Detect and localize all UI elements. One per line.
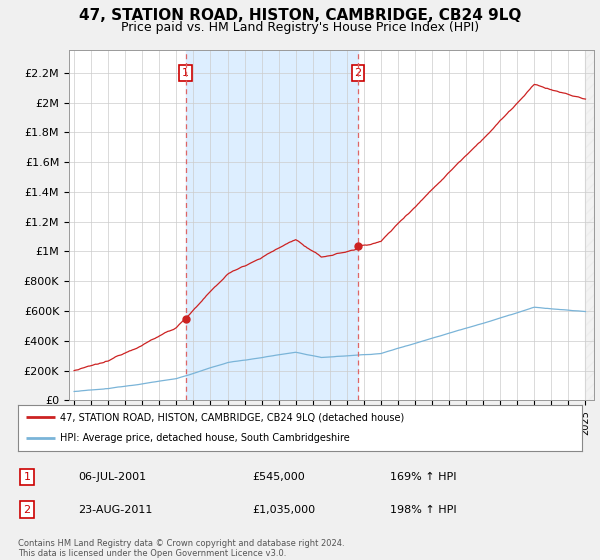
Text: £1,035,000: £1,035,000 xyxy=(252,505,315,515)
Text: 23-AUG-2011: 23-AUG-2011 xyxy=(78,505,152,515)
Bar xyxy=(185,50,358,400)
Text: Contains HM Land Registry data © Crown copyright and database right 2024.
This d: Contains HM Land Registry data © Crown c… xyxy=(18,539,344,558)
Text: 169% ↑ HPI: 169% ↑ HPI xyxy=(390,472,457,482)
Text: 2: 2 xyxy=(23,505,31,515)
Text: £545,000: £545,000 xyxy=(252,472,305,482)
Text: 1: 1 xyxy=(182,68,189,78)
Text: 06-JUL-2001: 06-JUL-2001 xyxy=(78,472,146,482)
Text: 198% ↑ HPI: 198% ↑ HPI xyxy=(390,505,457,515)
Text: 1: 1 xyxy=(23,472,31,482)
Bar xyxy=(586,50,594,400)
Text: 2: 2 xyxy=(355,68,361,78)
Text: Price paid vs. HM Land Registry's House Price Index (HPI): Price paid vs. HM Land Registry's House … xyxy=(121,21,479,34)
Text: HPI: Average price, detached house, South Cambridgeshire: HPI: Average price, detached house, Sout… xyxy=(60,433,350,444)
Text: 47, STATION ROAD, HISTON, CAMBRIDGE, CB24 9LQ (detached house): 47, STATION ROAD, HISTON, CAMBRIDGE, CB2… xyxy=(60,412,404,422)
Text: 47, STATION ROAD, HISTON, CAMBRIDGE, CB24 9LQ: 47, STATION ROAD, HISTON, CAMBRIDGE, CB2… xyxy=(79,8,521,24)
